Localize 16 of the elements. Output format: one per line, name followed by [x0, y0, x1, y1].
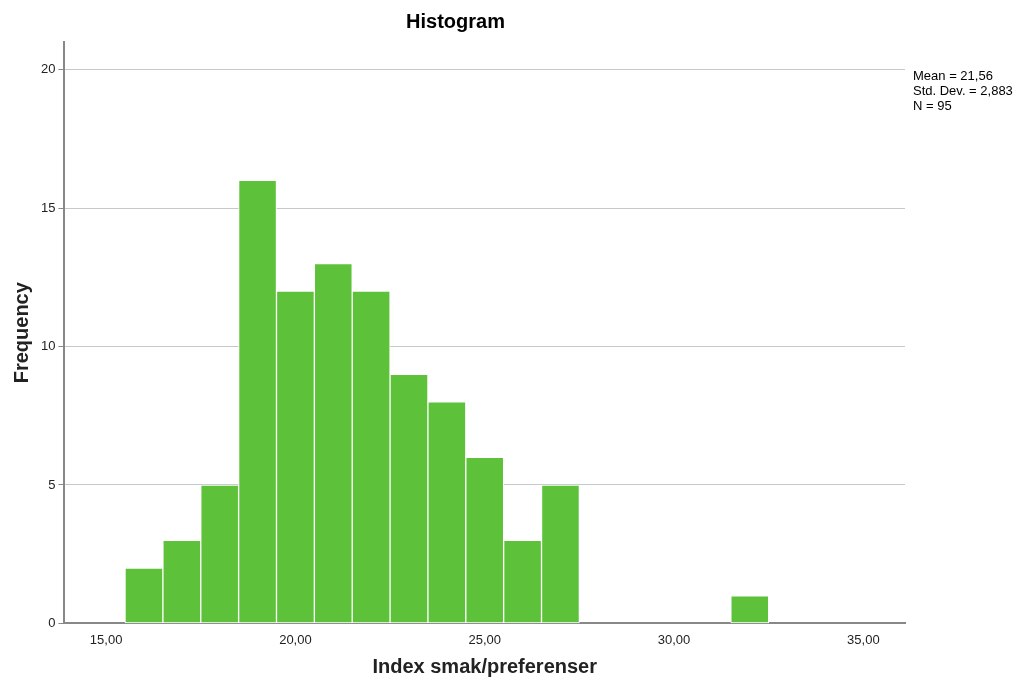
x-tick-label: 25,00: [468, 631, 501, 647]
chart-title: Histogram: [406, 9, 505, 32]
x-tick-label: 35,00: [847, 631, 880, 647]
y-tick-label: 5: [48, 476, 56, 492]
y-axis-title: Frequency: [9, 281, 32, 384]
y-tick-label: 15: [40, 199, 56, 215]
text: Mean = 21,56: [913, 68, 994, 83]
y-tick-label: 10: [40, 338, 56, 354]
text: Std. Dev. = 2,883: [913, 83, 1013, 98]
x-tick-label: 15,00: [89, 631, 123, 647]
y-tick-label: 20: [40, 61, 56, 77]
x-tick-label: 30,00: [657, 631, 691, 647]
x-axis-title: Index smak/preferenser: [372, 654, 598, 677]
text: N = 95: [913, 98, 953, 113]
y-tick-label: 0: [48, 614, 56, 630]
x-tick-label: 20,00: [279, 631, 312, 647]
